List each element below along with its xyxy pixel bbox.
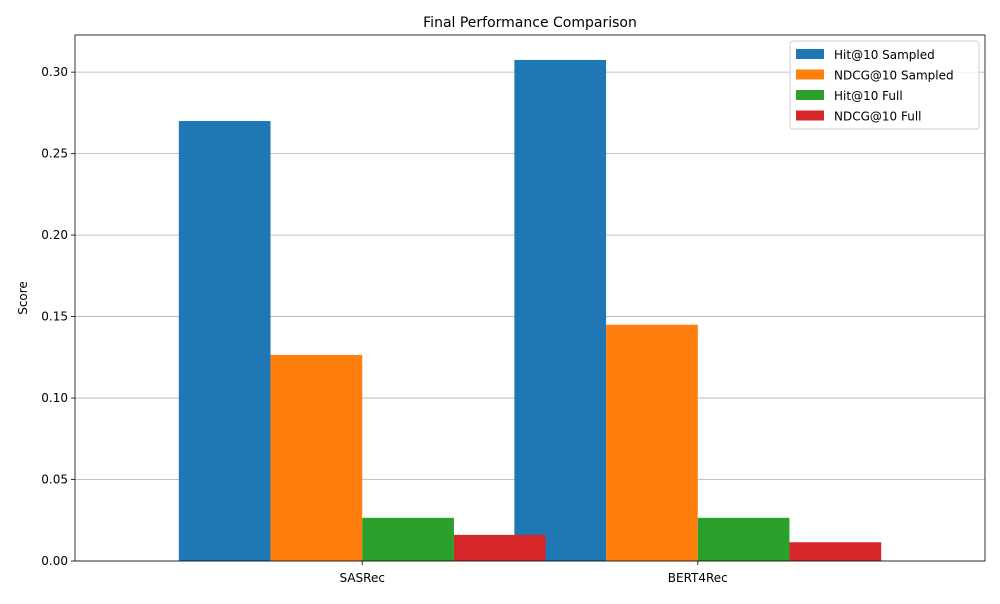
legend-swatch [796, 69, 824, 80]
axes [74, 34, 986, 562]
legend-swatch [796, 90, 824, 100]
bar [362, 517, 454, 561]
bars [178, 59, 882, 562]
legend-label: Hit@10 Full [834, 89, 903, 103]
bar [514, 59, 607, 562]
plot-frame [74, 34, 986, 562]
bar [270, 354, 363, 561]
x-tick-label: BERT4Rec [668, 571, 728, 585]
x-tick-label: SASRec [340, 571, 385, 585]
legend-label: NDCG@10 Full [834, 110, 922, 124]
y-tick-label: 0.05 [41, 473, 68, 487]
legend-swatch [796, 110, 824, 121]
y-axis-ticks: 0.00 0.05 0.10 0.15 0.20 0.25 0.30 [41, 65, 75, 568]
legend: Hit@10 Sampled NDCG@10 Sampled Hit@10 Full… [789, 40, 980, 130]
legend-box [789, 40, 980, 130]
chart-title: Final Performance Comparison [423, 15, 637, 31]
bar [697, 517, 790, 561]
legend-label: NDCG@10 Sampled [834, 69, 954, 83]
y-tick-label: 0.00 [41, 554, 68, 568]
bar [178, 121, 271, 562]
legend-swatch [796, 49, 824, 59]
bar [789, 542, 882, 561]
bar [606, 324, 698, 561]
legend-label: Hit@10 Sampled [834, 48, 935, 62]
x-axis-ticks: SASRec BERT4Rec [340, 561, 728, 585]
y-tick-label: 0.30 [41, 65, 68, 79]
bar [453, 534, 546, 561]
y-tick-label: 0.20 [41, 228, 68, 242]
y-tick-label: 0.15 [41, 310, 68, 324]
y-axis-label: Score [16, 281, 30, 315]
y-tick-label: 0.10 [41, 391, 68, 405]
y-tick-label: 0.25 [41, 147, 68, 161]
